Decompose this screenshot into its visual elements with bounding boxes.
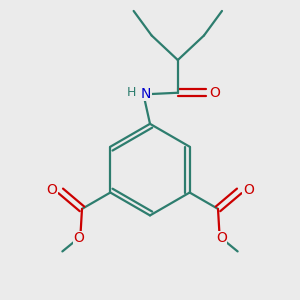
Text: O: O — [73, 231, 84, 245]
Text: O: O — [216, 231, 227, 245]
Text: N: N — [141, 87, 151, 101]
Text: O: O — [209, 86, 220, 100]
Text: O: O — [46, 183, 57, 197]
Text: H: H — [126, 86, 136, 99]
Text: O: O — [243, 183, 254, 197]
